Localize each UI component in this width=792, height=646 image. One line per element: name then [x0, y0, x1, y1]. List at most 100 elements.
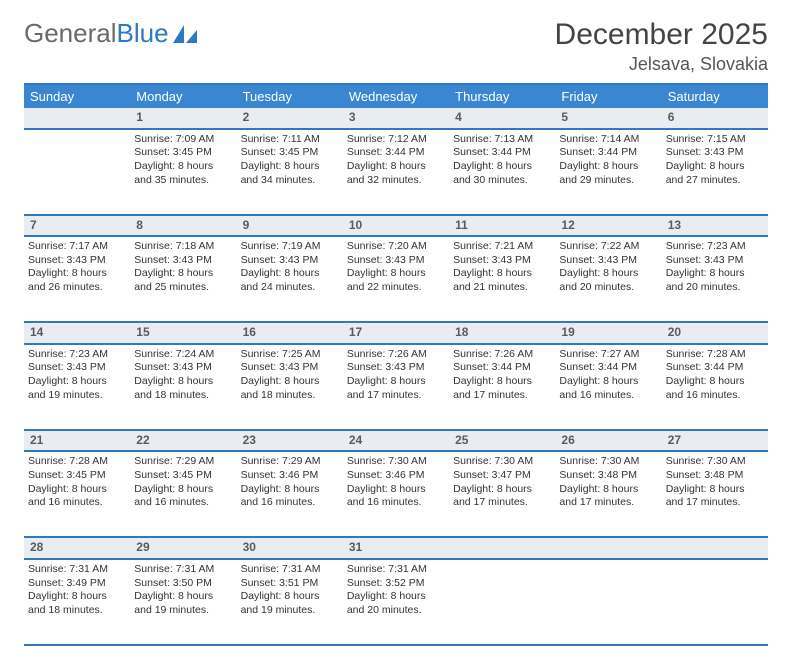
day-number: 14 — [24, 322, 130, 344]
day-cell: Sunrise: 7:17 AM Sunset: 3:43 PM Dayligh… — [24, 236, 130, 322]
header: GeneralBlue December 2025 Jelsava, Slova… — [24, 18, 768, 75]
day-cell: Sunrise: 7:22 AM Sunset: 3:43 PM Dayligh… — [555, 236, 661, 322]
day-cell-content: Sunrise: 7:21 AM Sunset: 3:43 PM Dayligh… — [453, 240, 551, 295]
day-number: 28 — [24, 537, 130, 559]
day-cell: Sunrise: 7:30 AM Sunset: 3:48 PM Dayligh… — [662, 451, 768, 537]
day-cell-content: Sunrise: 7:09 AM Sunset: 3:45 PM Dayligh… — [134, 133, 232, 188]
day-number: 18 — [449, 322, 555, 344]
daynum-row: 21222324252627 — [24, 430, 768, 452]
day-cell: Sunrise: 7:31 AM Sunset: 3:52 PM Dayligh… — [343, 559, 449, 645]
day-number: 25 — [449, 430, 555, 452]
logo: GeneralBlue — [24, 18, 198, 49]
day-cell: Sunrise: 7:11 AM Sunset: 3:45 PM Dayligh… — [237, 129, 343, 215]
day-number: 3 — [343, 108, 449, 129]
day-cell: Sunrise: 7:25 AM Sunset: 3:43 PM Dayligh… — [237, 344, 343, 430]
logo-sail-icon — [172, 24, 198, 44]
week-row: Sunrise: 7:23 AM Sunset: 3:43 PM Dayligh… — [24, 344, 768, 430]
weekday-header: Monday — [130, 84, 236, 108]
day-cell: Sunrise: 7:26 AM Sunset: 3:43 PM Dayligh… — [343, 344, 449, 430]
day-cell: Sunrise: 7:18 AM Sunset: 3:43 PM Dayligh… — [130, 236, 236, 322]
day-cell-content: Sunrise: 7:30 AM Sunset: 3:48 PM Dayligh… — [559, 455, 657, 510]
day-cell-content: Sunrise: 7:12 AM Sunset: 3:44 PM Dayligh… — [347, 133, 445, 188]
day-cell-content: Sunrise: 7:30 AM Sunset: 3:46 PM Dayligh… — [347, 455, 445, 510]
day-cell-content: Sunrise: 7:20 AM Sunset: 3:43 PM Dayligh… — [347, 240, 445, 295]
day-cell: Sunrise: 7:29 AM Sunset: 3:45 PM Dayligh… — [130, 451, 236, 537]
day-cell-content: Sunrise: 7:27 AM Sunset: 3:44 PM Dayligh… — [559, 348, 657, 403]
day-cell: Sunrise: 7:20 AM Sunset: 3:43 PM Dayligh… — [343, 236, 449, 322]
day-cell-content: Sunrise: 7:13 AM Sunset: 3:44 PM Dayligh… — [453, 133, 551, 188]
day-number: 5 — [555, 108, 661, 129]
week-row: Sunrise: 7:31 AM Sunset: 3:49 PM Dayligh… — [24, 559, 768, 645]
day-number: 7 — [24, 215, 130, 237]
day-cell-content: Sunrise: 7:31 AM Sunset: 3:52 PM Dayligh… — [347, 563, 445, 618]
daynum-row: 123456 — [24, 108, 768, 129]
day-number: 31 — [343, 537, 449, 559]
day-cell-content: Sunrise: 7:28 AM Sunset: 3:44 PM Dayligh… — [666, 348, 764, 403]
day-number — [24, 108, 130, 129]
day-cell — [449, 559, 555, 645]
week-row: Sunrise: 7:28 AM Sunset: 3:45 PM Dayligh… — [24, 451, 768, 537]
weekday-header: Tuesday — [237, 84, 343, 108]
day-number: 4 — [449, 108, 555, 129]
calendar-table: Sunday Monday Tuesday Wednesday Thursday… — [24, 83, 768, 646]
day-cell — [662, 559, 768, 645]
day-cell — [24, 129, 130, 215]
day-cell-content: Sunrise: 7:15 AM Sunset: 3:43 PM Dayligh… — [666, 133, 764, 188]
logo-text-blue: Blue — [117, 18, 169, 49]
day-cell: Sunrise: 7:15 AM Sunset: 3:43 PM Dayligh… — [662, 129, 768, 215]
day-cell-content: Sunrise: 7:24 AM Sunset: 3:43 PM Dayligh… — [134, 348, 232, 403]
day-number: 17 — [343, 322, 449, 344]
weekday-header: Saturday — [662, 84, 768, 108]
day-number: 22 — [130, 430, 236, 452]
day-cell-content: Sunrise: 7:29 AM Sunset: 3:46 PM Dayligh… — [241, 455, 339, 510]
location: Jelsava, Slovakia — [555, 54, 768, 75]
day-cell-content: Sunrise: 7:26 AM Sunset: 3:44 PM Dayligh… — [453, 348, 551, 403]
weekday-header-row: Sunday Monday Tuesday Wednesday Thursday… — [24, 84, 768, 108]
day-number: 8 — [130, 215, 236, 237]
day-number: 20 — [662, 322, 768, 344]
day-cell-content: Sunrise: 7:31 AM Sunset: 3:49 PM Dayligh… — [28, 563, 126, 618]
day-cell: Sunrise: 7:28 AM Sunset: 3:44 PM Dayligh… — [662, 344, 768, 430]
day-number: 24 — [343, 430, 449, 452]
day-cell: Sunrise: 7:23 AM Sunset: 3:43 PM Dayligh… — [24, 344, 130, 430]
day-number: 21 — [24, 430, 130, 452]
day-number: 11 — [449, 215, 555, 237]
day-number: 1 — [130, 108, 236, 129]
day-cell: Sunrise: 7:30 AM Sunset: 3:48 PM Dayligh… — [555, 451, 661, 537]
day-number: 10 — [343, 215, 449, 237]
day-cell — [555, 559, 661, 645]
day-cell-content: Sunrise: 7:30 AM Sunset: 3:47 PM Dayligh… — [453, 455, 551, 510]
day-cell: Sunrise: 7:23 AM Sunset: 3:43 PM Dayligh… — [662, 236, 768, 322]
day-cell: Sunrise: 7:21 AM Sunset: 3:43 PM Dayligh… — [449, 236, 555, 322]
weekday-header: Sunday — [24, 84, 130, 108]
day-cell-content: Sunrise: 7:26 AM Sunset: 3:43 PM Dayligh… — [347, 348, 445, 403]
day-cell-content: Sunrise: 7:31 AM Sunset: 3:50 PM Dayligh… — [134, 563, 232, 618]
daynum-row: 28293031 — [24, 537, 768, 559]
day-cell-content: Sunrise: 7:17 AM Sunset: 3:43 PM Dayligh… — [28, 240, 126, 295]
day-number: 9 — [237, 215, 343, 237]
day-number: 6 — [662, 108, 768, 129]
day-cell-content: Sunrise: 7:29 AM Sunset: 3:45 PM Dayligh… — [134, 455, 232, 510]
day-cell: Sunrise: 7:19 AM Sunset: 3:43 PM Dayligh… — [237, 236, 343, 322]
day-cell: Sunrise: 7:31 AM Sunset: 3:51 PM Dayligh… — [237, 559, 343, 645]
day-cell-content: Sunrise: 7:23 AM Sunset: 3:43 PM Dayligh… — [666, 240, 764, 295]
day-cell-content: Sunrise: 7:28 AM Sunset: 3:45 PM Dayligh… — [28, 455, 126, 510]
day-number: 30 — [237, 537, 343, 559]
day-cell: Sunrise: 7:26 AM Sunset: 3:44 PM Dayligh… — [449, 344, 555, 430]
weekday-header: Wednesday — [343, 84, 449, 108]
week-row: Sunrise: 7:09 AM Sunset: 3:45 PM Dayligh… — [24, 129, 768, 215]
daynum-row: 14151617181920 — [24, 322, 768, 344]
day-cell-content: Sunrise: 7:25 AM Sunset: 3:43 PM Dayligh… — [241, 348, 339, 403]
day-cell: Sunrise: 7:31 AM Sunset: 3:50 PM Dayligh… — [130, 559, 236, 645]
day-cell: Sunrise: 7:31 AM Sunset: 3:49 PM Dayligh… — [24, 559, 130, 645]
day-number — [555, 537, 661, 559]
day-cell: Sunrise: 7:29 AM Sunset: 3:46 PM Dayligh… — [237, 451, 343, 537]
day-cell: Sunrise: 7:30 AM Sunset: 3:46 PM Dayligh… — [343, 451, 449, 537]
day-cell: Sunrise: 7:13 AM Sunset: 3:44 PM Dayligh… — [449, 129, 555, 215]
day-cell: Sunrise: 7:12 AM Sunset: 3:44 PM Dayligh… — [343, 129, 449, 215]
month-title: December 2025 — [555, 18, 768, 52]
daynum-row: 78910111213 — [24, 215, 768, 237]
day-cell-content: Sunrise: 7:22 AM Sunset: 3:43 PM Dayligh… — [559, 240, 657, 295]
day-cell-content: Sunrise: 7:30 AM Sunset: 3:48 PM Dayligh… — [666, 455, 764, 510]
logo-text-general: General — [24, 18, 117, 49]
